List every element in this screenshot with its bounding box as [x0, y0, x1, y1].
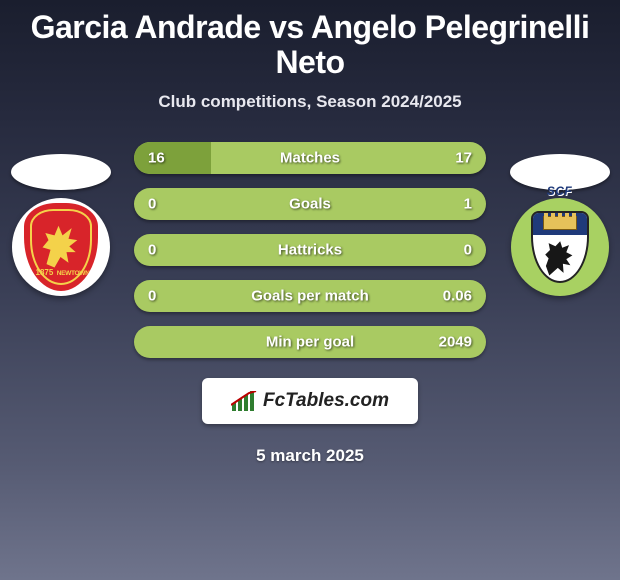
stat-value-left: 16 — [148, 150, 165, 167]
stat-row: 16 Matches 17 — [134, 142, 486, 174]
stat-fill-left — [134, 142, 211, 174]
stat-value-right: 17 — [455, 150, 472, 167]
stat-value-left: 0 — [148, 242, 156, 259]
badge-club-name: NEWTOWN — [57, 270, 90, 277]
castle-icon — [543, 216, 577, 230]
chart-icon — [231, 391, 257, 411]
newtown-shield-icon: 1875 NEWTOWN — [24, 203, 98, 291]
stat-value-right: 1 — [464, 196, 472, 213]
scf-shield-icon — [531, 211, 589, 283]
club-badge-left: 1875 NEWTOWN — [12, 198, 110, 296]
stats-list: 16 Matches 17 0 Goals 1 0 Hattricks 0 0 Goals per … — [134, 142, 486, 358]
stat-label: Matches — [280, 150, 340, 167]
stat-row: 0 Hattricks 0 — [134, 234, 486, 266]
stat-value-right: 0 — [464, 242, 472, 259]
scf-banner: SCF — [547, 184, 573, 198]
stat-row: Min per goal 2049 — [134, 326, 486, 358]
stat-value-right: 2049 — [439, 334, 472, 351]
stat-label: Min per goal — [266, 334, 354, 351]
badge-year: 1875 — [36, 268, 54, 277]
stat-row: 0 Goals per match 0.06 — [134, 280, 486, 312]
griffin-icon — [41, 223, 81, 271]
page-title: Garcia Andrade vs Angelo Pelegrinelli Ne… — [0, 0, 620, 86]
player-right: SCF — [507, 154, 612, 296]
site-name: FcTables.com — [263, 390, 389, 412]
comparison-content: 1875 NEWTOWN SCF 16 Matches 17 0 Goals 1 0 Hatt… — [0, 142, 620, 466]
stat-label: Goals per match — [251, 288, 369, 305]
player-silhouette-left — [11, 154, 111, 190]
subtitle: Club competitions, Season 2024/2025 — [0, 92, 620, 112]
stat-label: Goals — [289, 196, 331, 213]
player-left: 1875 NEWTOWN — [8, 154, 113, 296]
stat-value-left: 0 — [148, 288, 156, 305]
date-label: 5 march 2025 — [0, 446, 620, 466]
lion-icon — [543, 239, 577, 277]
site-badge: FcTables.com — [202, 378, 418, 424]
stat-label: Hattricks — [278, 242, 342, 259]
club-badge-right: SCF — [511, 198, 609, 296]
stat-value-left: 0 — [148, 196, 156, 213]
stat-row: 0 Goals 1 — [134, 188, 486, 220]
stat-value-right: 0.06 — [443, 288, 472, 305]
